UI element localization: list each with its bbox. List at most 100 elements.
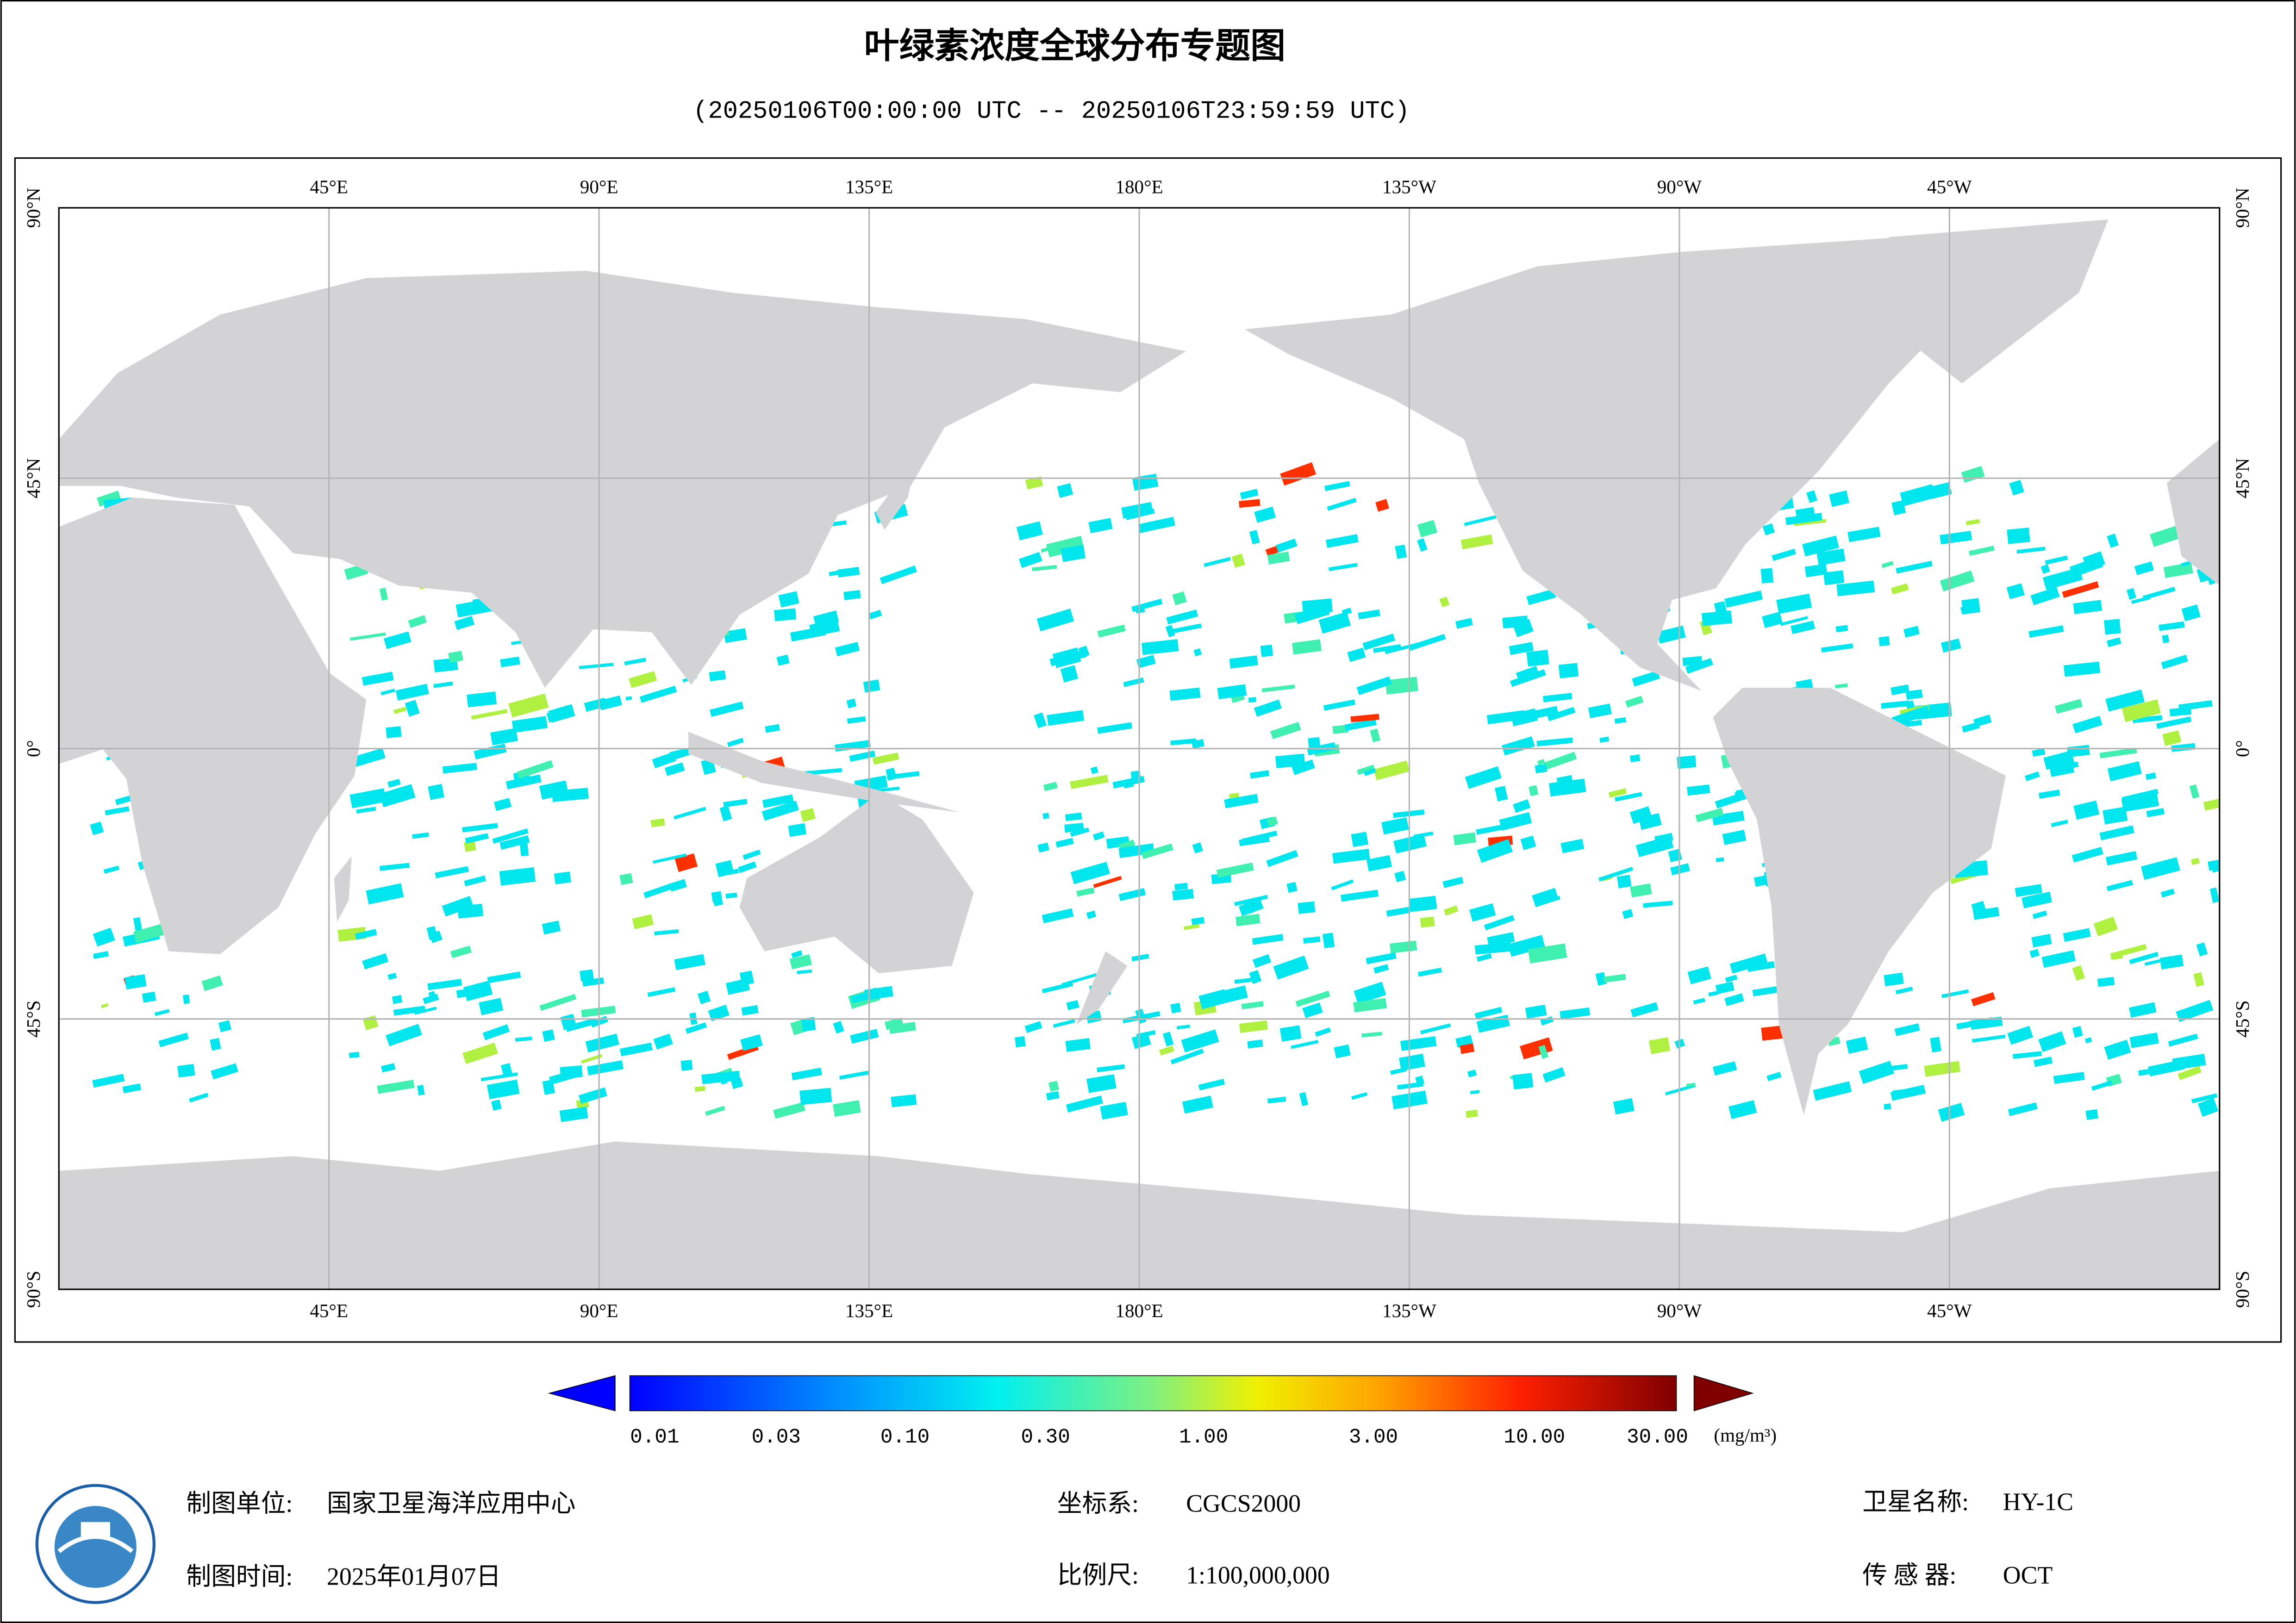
- chlorophyll-patch: [122, 1083, 142, 1094]
- chlorophyll-patch: [791, 1068, 823, 1081]
- chlorophyll-patch: [2222, 1054, 2243, 1072]
- chlorophyll-patch: [465, 833, 489, 844]
- colorbar-label: 1.00: [1179, 1426, 1228, 1449]
- japan: [875, 439, 920, 530]
- crs-label: 坐标系:: [1057, 1489, 1139, 1517]
- chlorophyll-patch: [499, 835, 530, 850]
- lat-label-right: 45°N: [2232, 458, 2253, 498]
- chlorophyll-patch: [2099, 825, 2134, 840]
- chlorophyll-patch: [1520, 835, 1536, 850]
- chlorophyll-patch: [1267, 551, 1290, 565]
- chlorophyll-patch: [833, 1020, 844, 1034]
- lon-label-bottom: 135°E: [845, 1300, 893, 1321]
- chlorophyll-patch: [90, 821, 104, 835]
- chlorophyll-patch: [1327, 497, 1357, 511]
- chlorophyll-patch: [1138, 516, 1175, 533]
- chlorophyll-patch: [1785, 513, 1822, 525]
- chlorophyll-patch: [1373, 644, 1401, 653]
- chlorophyll-patch: [2208, 858, 2220, 871]
- chlorophyll-patch: [428, 784, 444, 800]
- chlorophyll-patch: [2063, 928, 2091, 942]
- chlorophyll-patch: [1513, 799, 1531, 813]
- chlorophyll-patch: [366, 883, 404, 905]
- chlorophyll-patch: [1097, 624, 1126, 638]
- chlorophyll-patch: [1847, 527, 1881, 542]
- chlorophyll-patch: [1252, 934, 1284, 945]
- chlorophyll-patch: [1725, 975, 1738, 983]
- chlorophyll-patch: [1715, 981, 1734, 995]
- chlorophyll-patch: [133, 917, 143, 932]
- chlorophyll-patch: [2054, 699, 2083, 714]
- chlorophyll-patch: [2225, 759, 2259, 782]
- chlorophyll-patch: [1070, 775, 1109, 789]
- chlorophyll-patch: [2085, 1109, 2098, 1120]
- chlorophyll-patch: [2160, 889, 2175, 898]
- chlorophyll-patch: [1502, 736, 1535, 756]
- chlorophyll-patch: [1804, 564, 1828, 578]
- eurasia: [59, 271, 1186, 688]
- chlorophyll-patch: [625, 696, 632, 701]
- chlorophyll-patch: [1896, 560, 1933, 574]
- chlorophyll-patch: [624, 658, 646, 665]
- chlorophyll-patch: [381, 1063, 396, 1073]
- chlorophyll-patch: [355, 929, 377, 940]
- chlorophyll-patch: [773, 1102, 806, 1119]
- chlorophyll-patch: [1941, 989, 1969, 998]
- chlorophyll-patch: [2032, 910, 2047, 919]
- chlorophyll-patch: [2265, 821, 2285, 832]
- chlorophyll-patch: [2032, 748, 2046, 757]
- chlorophyll-patch: [685, 1022, 707, 1034]
- chlorophyll-patch: [2262, 951, 2282, 961]
- chlorophyll-patch: [1802, 535, 1840, 557]
- chlorophyll-patch: [2172, 1053, 2206, 1070]
- chlorophyll-patch: [1341, 607, 1352, 616]
- chlorophyll-patch: [124, 974, 147, 990]
- chlorophyll-patch: [393, 707, 407, 714]
- chlorophyll-patch: [1467, 1070, 1477, 1078]
- chlorophyll-patch: [1466, 1109, 1478, 1118]
- chlorophyll-patch: [674, 853, 698, 872]
- chlorophyll-patch: [847, 716, 866, 724]
- chlorophyll-patch: [2162, 634, 2170, 644]
- chlorophyll-patch: [1043, 782, 1058, 791]
- chlorophyll-patch: [801, 1017, 816, 1032]
- chlorophyll-patch: [1229, 793, 1240, 799]
- chlorophyll-patch: [705, 1106, 725, 1116]
- chlorophyll-patch: [2053, 1072, 2085, 1084]
- chlorophyll-patch: [1060, 665, 1079, 683]
- map-area: [59, 208, 2285, 1289]
- chlorophyll-patch: [1299, 1092, 1309, 1107]
- chlorophyll-patch: [1176, 1024, 1191, 1030]
- chlorophyll-patch: [2156, 716, 2192, 729]
- chlorophyll-patch: [2224, 541, 2259, 559]
- chlorophyll-patch: [356, 807, 376, 814]
- chlorophyll-patch: [1353, 998, 1387, 1013]
- chlorophyll-patch: [1350, 714, 1379, 722]
- chlorophyll-patch: [1070, 862, 1110, 884]
- chlorophyll-patch: [2107, 534, 2119, 548]
- chlorophyll-patch: [697, 990, 711, 1004]
- chlorophyll-patch: [1048, 1081, 1059, 1092]
- chlorophyll-patch: [1890, 684, 1909, 696]
- chlorophyll-patch: [1455, 618, 1473, 629]
- lat-label-left: 0°: [23, 740, 44, 757]
- chlorophyll-patch: [2260, 1015, 2271, 1026]
- indonesia: [688, 732, 960, 813]
- chlorophyll-patch: [515, 1036, 532, 1042]
- chlorophyll-patch: [1366, 855, 1392, 872]
- chlorophyll-patch: [1460, 1043, 1475, 1054]
- chlorophyll-patch: [417, 1085, 425, 1096]
- chlorophyll-patch: [1603, 974, 1626, 983]
- chlorophyll-patch: [1279, 1025, 1302, 1042]
- chlorophyll-patch: [381, 688, 395, 696]
- chlorophyll-patch: [1036, 609, 1074, 632]
- chlorophyll-patch: [2072, 715, 2103, 734]
- chlorophyll-patch: [554, 871, 571, 884]
- chlorophyll-patch: [1235, 914, 1260, 927]
- colorbar-label: 0.10: [880, 1426, 930, 1449]
- lat-label-right: 90°S: [2232, 1271, 2253, 1308]
- chlorophyll-patch: [1334, 1044, 1351, 1058]
- chlorophyll-patch: [2177, 1066, 2202, 1080]
- chlorophyll-patch: [1714, 601, 1728, 617]
- chlorophyll-patch: [1165, 625, 1175, 638]
